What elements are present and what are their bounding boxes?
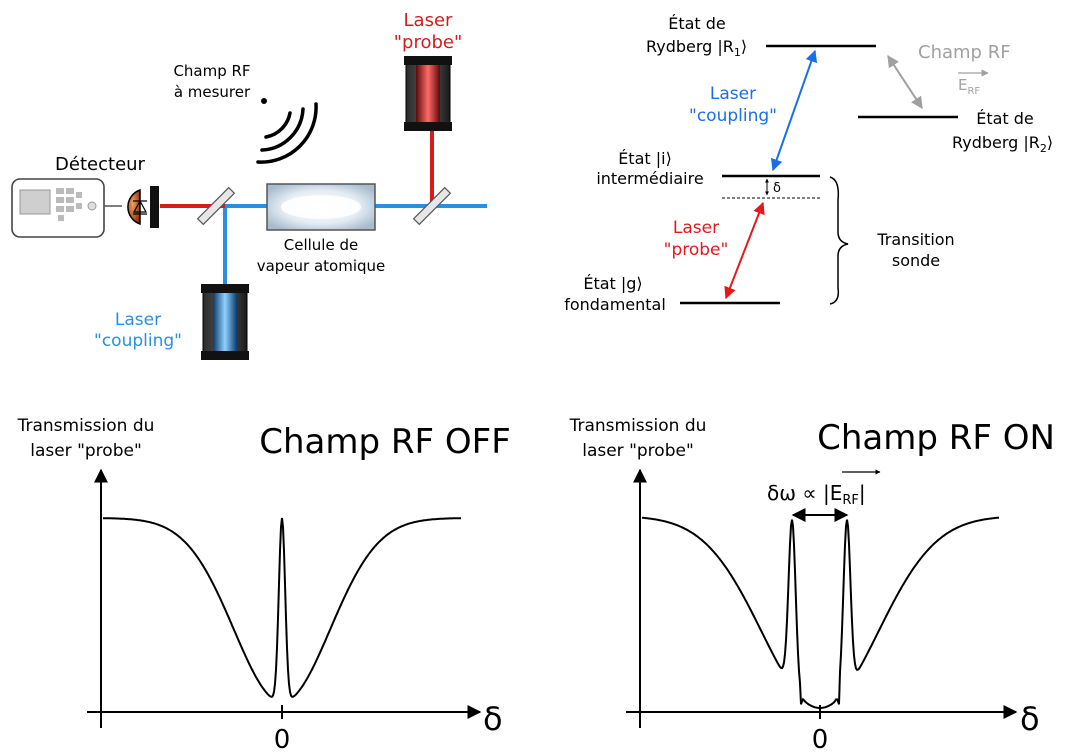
probe-level-label-2: "probe" (664, 240, 729, 260)
svg-text:ERF: ERF (958, 76, 980, 97)
probe-laser-icon (404, 56, 452, 131)
i-label-1: État |i⟩ (618, 149, 672, 168)
detector-label: Détecteur (55, 154, 146, 175)
plot-rf-off: Transmission du laser "probe" Champ RF O… (17, 416, 511, 754)
r2-label-2: Rydberg |R2⟩ (952, 133, 1053, 155)
coupling-laser-icon (201, 284, 249, 360)
rf-label-1: Champ RF (173, 62, 250, 80)
rf-level-label: Champ RF (918, 42, 1011, 63)
mirror-icon (412, 186, 452, 226)
detector-device-icon (11, 178, 105, 238)
ylabel-2: laser "probe" (30, 441, 142, 461)
coupling-arrow (770, 49, 818, 172)
energy-level-diagram: δ État de Rydberg |R1⟩ Champ RF ERF État… (564, 14, 1053, 314)
rf-label-2: à mesurer (174, 83, 251, 101)
ylabel-1: Transmission du (17, 416, 155, 436)
plot-rf-on: δω ∝ |ERF| Transmission du laser "probe"… (569, 416, 1055, 754)
transition-label-2: sonde (892, 251, 940, 270)
r2-label-1: État de (976, 109, 1034, 128)
g-label-2: fondamental (564, 295, 666, 314)
splitting-label: δω ∝ |ERF| (767, 481, 866, 508)
mirror-icon (196, 186, 236, 226)
rf-waves-icon (256, 98, 318, 164)
transmission-curve (103, 517, 461, 698)
zero-tick-label: 0 (812, 725, 829, 754)
g-label-1: État |g⟩ (583, 274, 642, 293)
coupling-label-2: "coupling" (94, 331, 182, 351)
x-axis-symbol: δ (1020, 700, 1040, 738)
transition-label-1: Transition (876, 230, 954, 249)
transition-brace (829, 176, 849, 305)
probe-label-1: Laser (404, 10, 454, 31)
cell-label-2: vapeur atomique (257, 257, 386, 275)
vapor-cell-icon (266, 183, 376, 231)
rf-arrow (887, 54, 923, 110)
transmission-curve (641, 516, 1000, 709)
probe-label-2: "probe" (394, 32, 463, 53)
plot-title: Champ RF OFF (259, 422, 511, 462)
probe-level-label-1: Laser (673, 218, 719, 238)
probe-arrow (724, 201, 765, 300)
ylabel-2: laser "probe" (582, 441, 694, 461)
i-label-2: intermédiaire (596, 169, 703, 188)
delta-label: δ (773, 181, 781, 196)
photodiode-icon (127, 186, 159, 228)
r1-label-1: État de (668, 14, 726, 33)
ylabel-1: Transmission du (569, 416, 707, 436)
r1-label-2: Rydberg |R1⟩ (646, 37, 747, 59)
experimental-setup: Cellule de vapeur atomique Laser "probe"… (11, 10, 487, 360)
coupling-label-1: Laser (115, 310, 161, 330)
erf-vector-label: ERF (958, 69, 989, 97)
zero-tick-label: 0 (274, 725, 291, 754)
cell-label-1: Cellule de (284, 236, 358, 254)
coupling-level-label-2: "coupling" (689, 106, 777, 126)
coupling-level-label-1: Laser (710, 84, 756, 104)
x-axis-symbol: δ (483, 700, 503, 738)
plot-title: Champ RF ON (817, 418, 1055, 458)
